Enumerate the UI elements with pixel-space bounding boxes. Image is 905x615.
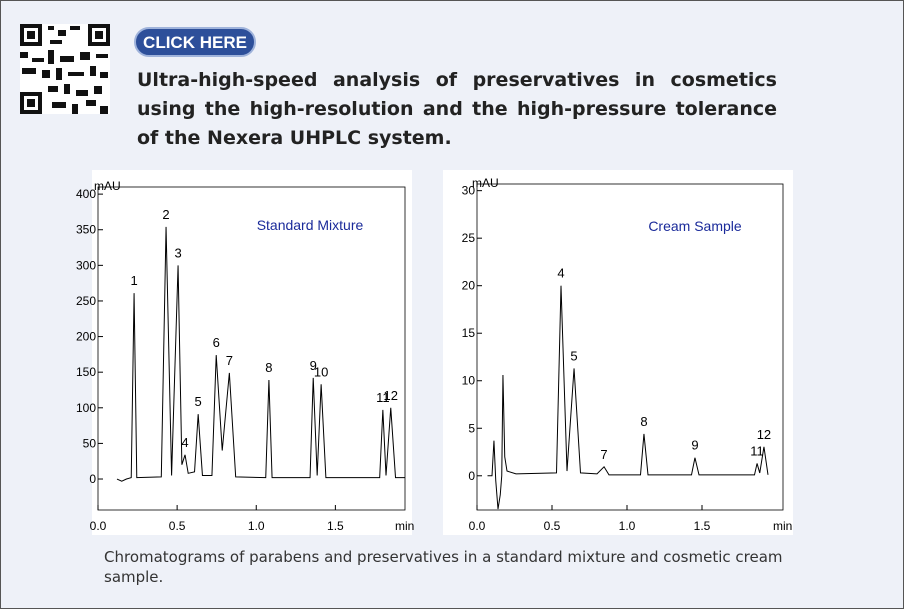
y-tick-label: 0 [468, 469, 475, 483]
trace [116, 226, 405, 482]
title: Ultra-high-speed analysis of preservativ… [137, 69, 777, 149]
peak-label: 4 [557, 266, 564, 281]
peak-label: 9 [691, 438, 698, 453]
peak-label: 9 [310, 358, 317, 373]
peak-label: 2 [162, 207, 169, 222]
y-tick-label: 15 [462, 326, 476, 340]
chart-title: Standard Mixture [257, 217, 364, 233]
panel [92, 170, 412, 535]
peak-label: 7 [226, 353, 233, 368]
y-tick-label: 20 [462, 279, 476, 293]
x-tick-label: 1.5 [327, 519, 344, 533]
x-tick-label: 0.5 [169, 519, 186, 533]
x-tick-label: 1.5 [694, 519, 711, 533]
caption-box: Chromatograms of parabens and preservati… [104, 548, 783, 586]
x-tick-label: 0.0 [90, 519, 107, 533]
peak-label: 12 [384, 388, 398, 403]
peak-label: 5 [570, 348, 577, 363]
y-tick-label: 25 [462, 231, 476, 245]
peak-label: 12 [757, 427, 771, 442]
y-tick-label: 30 [462, 184, 476, 198]
peak-label: 4 [181, 435, 188, 450]
plot-frame [97, 186, 406, 511]
y-tick-label: 10 [462, 374, 476, 388]
y-axis-label: mAU [94, 179, 121, 193]
peak-label: 6 [213, 335, 220, 350]
y-tick-label: 350 [76, 223, 96, 237]
peak-label: 1 [130, 273, 137, 288]
peak-label: 8 [265, 360, 272, 375]
y-tick-label: 200 [76, 330, 96, 344]
x-tick-label: 0.5 [544, 519, 561, 533]
peak-label: 11 [750, 443, 764, 458]
y-tick-label: 0 [89, 472, 96, 486]
y-tick-label: 50 [83, 436, 97, 450]
x-tick-label: 0.0 [469, 519, 486, 533]
button-label[interactable]: CLICK HERE [143, 33, 247, 52]
y-axis-label: mAU [472, 176, 499, 190]
chart-title: Cream Sample [648, 218, 742, 234]
x-tick-label: 1.0 [619, 519, 636, 533]
peak-label: 5 [195, 394, 202, 409]
y-tick-label: 100 [76, 401, 96, 415]
peak-label: 11 [376, 390, 390, 405]
y-tick-label: 250 [76, 294, 96, 308]
y-tick-label: 5 [468, 421, 475, 435]
title-box: Ultra-high-speed analysis of preservativ… [137, 69, 777, 149]
peak-label: 8 [640, 414, 647, 429]
peak-label: 10 [314, 364, 328, 379]
peak-label: 7 [600, 447, 607, 462]
peak-label: 3 [174, 245, 181, 260]
y-tick-label: 400 [76, 187, 96, 201]
caption: Chromatograms of parabens and preservati… [104, 548, 783, 586]
trace [487, 285, 769, 510]
click-here-button[interactable] [134, 27, 256, 57]
x-axis-label: min [773, 519, 792, 533]
x-tick-label: 1.0 [248, 519, 265, 533]
y-tick-label: 150 [76, 365, 96, 379]
qr-code [20, 24, 110, 114]
x-axis-label: min [395, 519, 414, 533]
y-tick-label: 300 [76, 258, 96, 272]
plot-frame [476, 183, 784, 511]
